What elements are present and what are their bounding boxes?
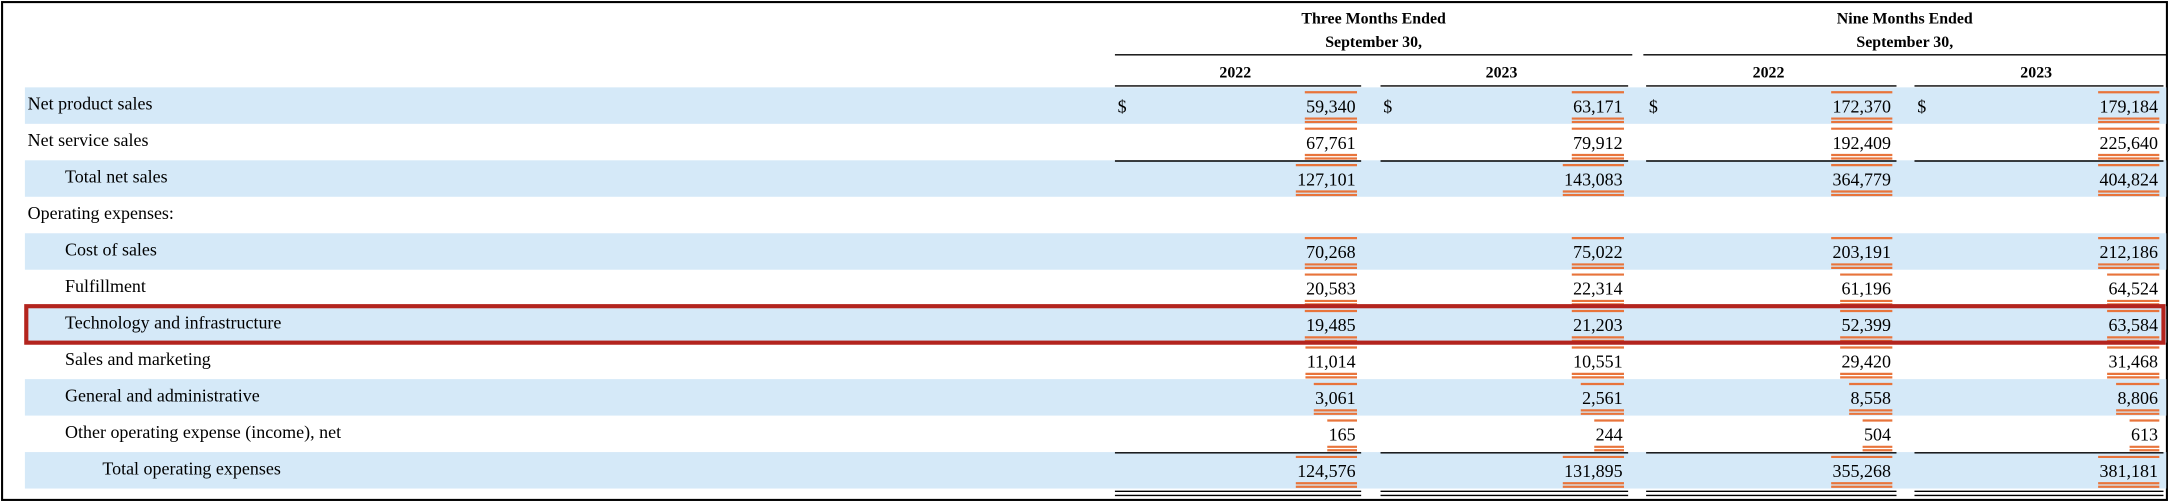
- row-label: General and administrative: [65, 385, 260, 405]
- row-band: [24, 233, 2167, 270]
- row-label: Net service sales: [28, 130, 149, 150]
- cell-value: 244: [1596, 425, 1623, 445]
- row-band: [24, 306, 2167, 343]
- cell-value: 124,576: [1297, 461, 1355, 481]
- group-subtitle: September 30,: [1325, 34, 1422, 51]
- row-label: Net product sales: [28, 94, 153, 114]
- group-title: Nine Months Ended: [1837, 11, 1973, 28]
- cell-value: 504: [1864, 425, 1891, 445]
- cell-value: 225,640: [2100, 133, 2158, 153]
- cell-value: 127,101: [1297, 169, 1355, 189]
- currency-symbol: $: [1383, 96, 1392, 116]
- cell-value: 31,468: [2108, 352, 2157, 372]
- cell-value: 70,268: [1306, 242, 1355, 262]
- year-header: 2022: [1753, 65, 1785, 82]
- cell-value: 131,895: [1564, 461, 1622, 481]
- currency-symbol: $: [1649, 96, 1658, 116]
- year-header: 2022: [1219, 65, 1251, 82]
- cell-value: 79,912: [1573, 133, 1622, 153]
- row-label: Total operating expenses: [102, 458, 280, 478]
- highlight-box: [24, 304, 2166, 345]
- cell-value: 67,761: [1306, 133, 1355, 153]
- row-label: Fulfillment: [65, 276, 146, 296]
- cell-value: 63,171: [1573, 96, 1622, 116]
- row-band: [24, 160, 2167, 197]
- cell-value: 3,061: [1315, 388, 1355, 408]
- row-label: Cost of sales: [65, 239, 157, 259]
- row-band: [24, 452, 2167, 489]
- cell-value: 19,485: [1306, 315, 1355, 335]
- row-label: Sales and marketing: [65, 349, 211, 369]
- cell-value: 381,181: [2100, 461, 2158, 481]
- row-label: Total net sales: [65, 166, 168, 186]
- row-label: Operating expenses:: [28, 203, 174, 223]
- cell-value: 22,314: [1573, 279, 1622, 299]
- cell-value: 165: [1329, 425, 1356, 445]
- cell-value: 11,014: [1307, 352, 1356, 372]
- cell-value: 203,191: [1833, 242, 1891, 262]
- cell-value: 75,022: [1573, 242, 1622, 262]
- cell-value: 29,420: [1842, 352, 1891, 372]
- cell-value: 143,083: [1564, 169, 1622, 189]
- cell-value: 59,340: [1306, 96, 1355, 116]
- cell-value: 64,524: [2108, 279, 2157, 299]
- cell-value: 61,196: [1842, 279, 1891, 299]
- cell-value: 613: [2131, 425, 2158, 445]
- year-header: 2023: [1486, 65, 1518, 82]
- cell-value: 192,409: [1833, 133, 1891, 153]
- cell-value: 8,806: [2117, 388, 2157, 408]
- currency-symbol: $: [1917, 96, 1926, 116]
- cell-value: 21,203: [1573, 315, 1622, 335]
- year-header: 2023: [2020, 65, 2052, 82]
- cell-value: 364,779: [1833, 169, 1891, 189]
- cell-value: 355,268: [1833, 461, 1891, 481]
- row-label: Technology and infrastructure: [65, 312, 281, 332]
- cell-value: 172,370: [1833, 96, 1891, 116]
- row-band: [24, 87, 2167, 124]
- cell-value: 2,561: [1582, 388, 1622, 408]
- cell-value: 10,551: [1573, 352, 1622, 372]
- cell-value: 8,558: [1851, 388, 1891, 408]
- cell-value: 20,583: [1306, 279, 1355, 299]
- row-band: [24, 379, 2167, 416]
- group-subtitle: September 30,: [1856, 34, 1953, 51]
- cell-value: 404,824: [2100, 169, 2158, 189]
- cell-value: 52,399: [1842, 315, 1891, 335]
- cell-value: 63,584: [2108, 315, 2157, 335]
- cell-value: 179,184: [2100, 96, 2158, 116]
- group-title: Three Months Ended: [1301, 11, 1446, 28]
- currency-symbol: $: [1118, 96, 1127, 116]
- row-label: Other operating expense (income), net: [65, 422, 341, 443]
- cell-value: 212,186: [2100, 242, 2158, 262]
